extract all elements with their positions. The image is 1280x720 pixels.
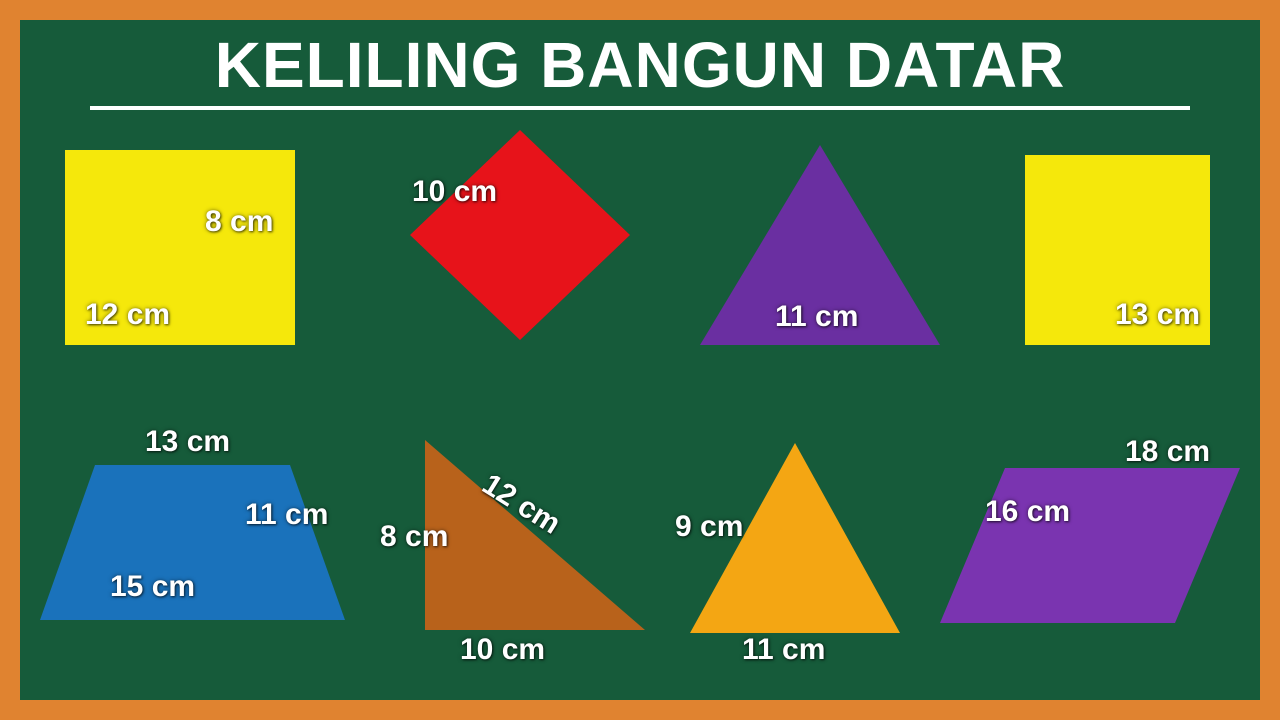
trapezoid-label-top: 13 cm: [145, 425, 230, 459]
rectangle-label-a: 8 cm: [205, 205, 273, 239]
triangle-brown-label-height: 8 cm: [380, 520, 448, 554]
page-title: KELILING BANGUN DATAR: [20, 28, 1260, 102]
square-label: 13 cm: [1115, 298, 1200, 332]
trapezoid-label-side: 11 cm: [245, 498, 328, 532]
diamond-label: 10 cm: [412, 175, 497, 209]
outer-frame: KELILING BANGUN DATAR 8 cm 12 cm 10 cm 1…: [0, 0, 1280, 720]
diamond-red: [410, 130, 630, 340]
triangle-orange-label-side: 9 cm: [675, 510, 743, 544]
rectangle-label-b: 12 cm: [85, 298, 170, 332]
triangle-brown-label-base: 10 cm: [460, 633, 545, 667]
triangle-brown: [425, 440, 645, 630]
parallelogram-label-top: 18 cm: [1125, 435, 1210, 469]
triangle-orange-label-base: 11 cm: [742, 633, 825, 667]
parallelogram-purple: [940, 468, 1240, 623]
chalkboard: KELILING BANGUN DATAR 8 cm 12 cm 10 cm 1…: [20, 20, 1260, 700]
title-underline: [90, 106, 1190, 110]
parallelogram-label-side: 16 cm: [985, 495, 1070, 529]
trapezoid-label-bottom: 15 cm: [110, 570, 195, 604]
triangle-purple-label: 11 cm: [775, 300, 858, 334]
